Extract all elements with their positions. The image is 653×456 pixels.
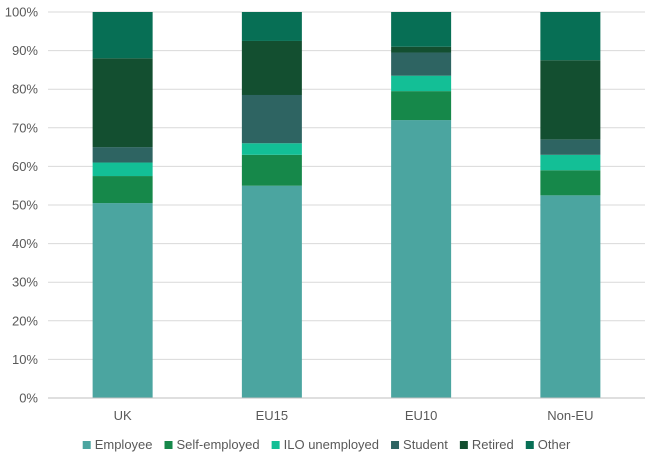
x-tick-label: EU15 [256, 408, 289, 423]
x-tick-label: Non-EU [547, 408, 593, 423]
legend-swatch [82, 441, 91, 449]
bar-series [92, 12, 601, 398]
bar-segment-uk-other [92, 12, 153, 59]
legend-item: Student [391, 437, 448, 452]
bar-segment-uk-ilo-unemployed [92, 162, 153, 177]
y-tick-label: 90% [12, 43, 38, 58]
y-tick-label: 100% [5, 5, 39, 20]
bar-segment-eu15-other [241, 12, 302, 41]
legend-label: Other [538, 437, 571, 452]
legend-swatch [164, 441, 173, 449]
bar-segment-eu15-ilo-unemployed [241, 143, 302, 155]
bar-segment-non-eu-employee [540, 195, 601, 398]
legend-swatch [271, 441, 280, 449]
legend-item: Retired [459, 437, 514, 452]
legend-label: Self-employed [177, 437, 260, 452]
y-tick-label: 30% [12, 275, 38, 290]
bar-segment-eu10-self-employed [391, 91, 452, 121]
x-tick-label: UK [114, 408, 132, 423]
legend-swatch [391, 441, 400, 449]
bar-segment-non-eu-retired [540, 60, 601, 140]
bar-segment-eu15-student [241, 94, 302, 144]
bar-segment-eu10-other [391, 12, 452, 47]
y-tick-label: 40% [12, 236, 38, 251]
legend-label: ILO unemployed [284, 437, 379, 452]
bar-segment-eu10-student [391, 52, 452, 76]
bar-segment-non-eu-ilo-unemployed [540, 154, 601, 171]
legend-swatch [459, 441, 468, 449]
bar-segment-uk-self-employed [92, 176, 153, 204]
y-tick-label: 10% [12, 352, 38, 367]
legend: Employee Self-employed ILO unemployed Stude… [82, 437, 571, 452]
x-tick-label: EU10 [405, 408, 438, 423]
bar-segment-non-eu-other [540, 12, 601, 61]
legend-item: Employee [82, 437, 153, 452]
legend-item: Other [525, 437, 571, 452]
bar-segment-eu15-self-employed [241, 154, 302, 186]
bar-segment-eu10-ilo-unemployed [391, 75, 452, 92]
bar-segment-non-eu-student [540, 139, 601, 155]
bar-segment-eu15-retired [241, 40, 302, 95]
y-tick-label: 60% [12, 159, 38, 174]
x-axis-tick-labels: UK EU15 EU10 Non-EU [114, 408, 594, 423]
y-tick-label: 0% [19, 391, 38, 406]
bar-segment-eu10-employee [391, 120, 452, 398]
y-tick-label: 80% [12, 82, 38, 97]
y-axis-tick-labels: 0% 10% 20% 30% 40% 50% 60% 70% 80% 90% 100% [5, 5, 39, 406]
bar-segment-eu10-retired [391, 46, 452, 53]
legend-label: Retired [472, 437, 514, 452]
bar-segment-uk-retired [92, 58, 153, 148]
legend-label: Employee [95, 437, 153, 452]
legend-item: ILO unemployed [271, 437, 379, 452]
bar-segment-uk-student [92, 147, 153, 163]
legend-label: Student [403, 437, 448, 452]
y-tick-label: 70% [12, 120, 38, 135]
y-tick-label: 20% [12, 313, 38, 328]
legend-swatch [525, 441, 534, 449]
bar-segment-non-eu-self-employed [540, 170, 601, 196]
bar-segment-uk-employee [92, 203, 153, 398]
legend-item: Self-employed [164, 437, 260, 452]
y-tick-label: 50% [12, 198, 38, 213]
bar-segment-eu15-employee [241, 185, 302, 398]
